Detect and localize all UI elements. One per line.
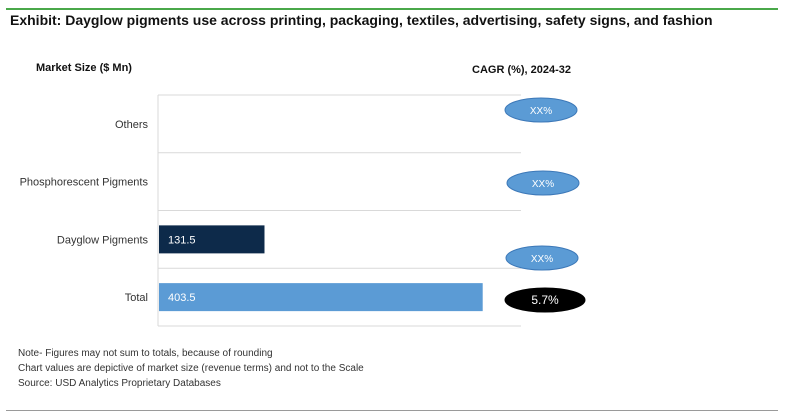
cagr-pill-phosphorescent-pigments [506, 170, 580, 196]
note-scale: Chart values are depictive of market siz… [18, 363, 364, 374]
y-axis-title: Market Size ($ Mn) [36, 62, 132, 74]
bar-value-label-dayglow-pigments: 131.5 [168, 234, 196, 246]
category-label-dayglow-pigments: Dayglow Pigments [57, 234, 149, 246]
bar-total [159, 283, 483, 312]
bar-value-label-total: 403.5 [168, 292, 196, 304]
note-source: Source: USD Analytics Proprietary Databa… [18, 378, 221, 389]
exhibit-title: Exhibit: Dayglow pigments use across pri… [10, 12, 713, 28]
cagr-pill-total [504, 287, 586, 313]
bar-chart: Others XX% Phosphorescent Pigments XX% Daygl… [20, 94, 586, 327]
bottom-rule [6, 410, 778, 411]
cagr-pill-others [504, 97, 578, 123]
top-rule [6, 8, 778, 10]
notes: Note- Figures may not sum to totals, bec… [18, 346, 364, 391]
cagr-pill-dayglow-pigments [505, 245, 579, 271]
category-label-phosphorescent-pigments: Phosphorescent Pigments [20, 177, 149, 189]
bar-dayglow-pigments [159, 225, 265, 254]
cagr-label-dayglow-pigments: XX% [531, 254, 553, 265]
category-label-total: Total [125, 292, 148, 304]
cagr-label-total: 5.7% [531, 293, 559, 307]
category-label-others: Others [115, 119, 149, 131]
cagr-label-phosphorescent-pigments: XX% [532, 179, 554, 190]
cagr-title: CAGR (%), 2024-32 [472, 64, 572, 76]
cagr-label-others: XX% [530, 106, 552, 117]
note-rounding: Note- Figures may not sum to totals, bec… [18, 348, 273, 359]
